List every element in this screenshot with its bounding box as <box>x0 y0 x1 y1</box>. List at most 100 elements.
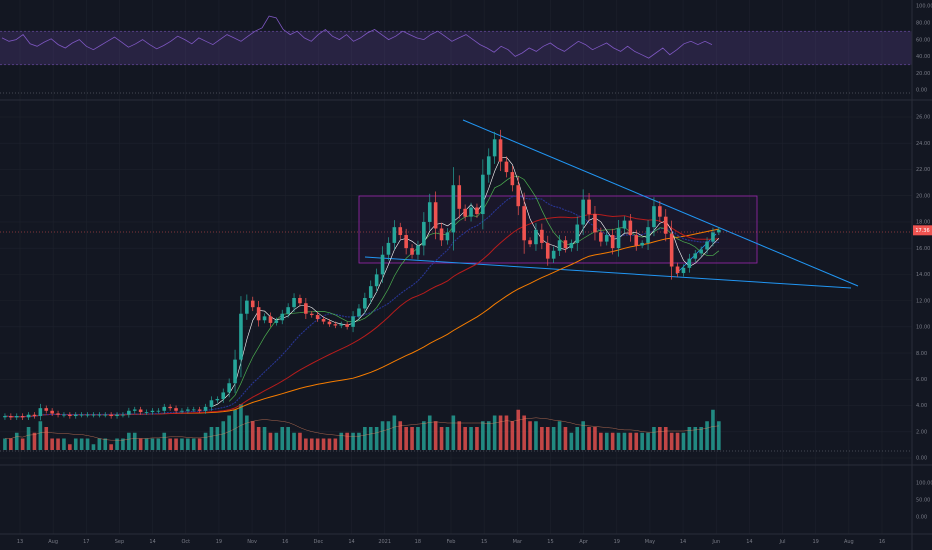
candle-body <box>56 413 60 415</box>
ma-100-line <box>4 213 719 418</box>
candle-body <box>711 232 715 242</box>
volume-bar <box>286 427 290 450</box>
candle-body <box>681 267 686 274</box>
time-axis[interactable]: 13 Aug 17 Sep 14 Oct 19 Nov 16 Dec 14 2021 18 Feb 15 Ma… <box>17 539 885 545</box>
volume-bar <box>711 409 715 450</box>
candle-body <box>563 240 568 249</box>
candle-body <box>551 250 556 259</box>
candle-body <box>14 416 19 418</box>
candle-body <box>26 414 31 418</box>
volume-bar <box>492 415 497 450</box>
candle-body <box>669 233 674 267</box>
candle-body <box>398 227 403 236</box>
candle-body <box>215 398 220 401</box>
candle-body <box>38 408 43 417</box>
volume-bar <box>333 438 338 450</box>
candle-body <box>132 409 137 411</box>
time-tick-label: 2021 <box>378 539 391 545</box>
candle-body <box>475 207 479 215</box>
volume-bar <box>280 427 285 450</box>
price-tick-label: 14.00 <box>916 272 930 278</box>
time-tick-label: Feb <box>447 539 456 545</box>
candle-body <box>162 406 167 411</box>
support-trendline[interactable] <box>364 256 852 289</box>
volume-bar <box>321 438 326 450</box>
candle-body <box>321 318 326 322</box>
candle-body <box>717 229 721 233</box>
candle-body <box>73 414 78 417</box>
last-price-label: 17.36 <box>915 228 929 234</box>
candle-body <box>168 406 172 409</box>
time-tick-label: 17 <box>83 539 89 545</box>
price-tick-label: 12.00 <box>916 298 930 304</box>
candle-body <box>599 232 603 242</box>
volume-bar <box>274 432 279 450</box>
candle-body <box>593 214 597 233</box>
volume-bar <box>345 432 349 450</box>
volume-bar <box>386 421 391 450</box>
candle-body <box>522 206 526 241</box>
candle-body <box>262 316 267 321</box>
time-tick-label: Oct <box>181 539 190 545</box>
descending-trendline[interactable] <box>462 119 859 287</box>
candle-body <box>180 410 184 412</box>
volume-bar <box>127 432 131 450</box>
volume-bar <box>404 427 408 450</box>
volume-bar <box>669 432 674 450</box>
candle-body <box>545 242 550 259</box>
candle-body <box>286 307 290 314</box>
candle-body <box>498 139 503 162</box>
volume-bar <box>681 432 686 450</box>
time-tick-label: 18 <box>415 539 421 545</box>
volume-bar <box>144 438 149 450</box>
time-tick-label: 14 <box>746 539 752 545</box>
volume-bar <box>186 438 190 450</box>
volume-bar <box>227 415 231 450</box>
time-tick-label: 15 <box>481 539 487 545</box>
candle-body <box>191 409 196 411</box>
candle-body <box>516 185 521 207</box>
candle-body <box>587 199 591 215</box>
lower-tick-label: 100.00 <box>916 481 932 487</box>
volume-bar <box>292 432 296 450</box>
volume-bar <box>675 432 680 450</box>
price-tick-label: 18.00 <box>916 220 930 226</box>
volume-bar <box>398 421 403 450</box>
candle-body <box>604 235 609 242</box>
candle-body <box>528 240 532 245</box>
volume-bar <box>38 421 43 450</box>
candle-body <box>416 245 420 255</box>
grid <box>0 0 912 534</box>
candle-body <box>239 313 243 360</box>
time-tick-label: Apr <box>579 539 589 545</box>
time-tick-label: 13 <box>17 539 23 545</box>
candle-body <box>327 321 332 325</box>
time-tick-label: Jun <box>711 539 720 545</box>
candle-body <box>144 412 149 413</box>
volume-bar <box>174 438 178 450</box>
volume-bar <box>56 438 60 450</box>
volume-bar <box>640 432 644 450</box>
candle-body <box>44 408 49 411</box>
volume-bar <box>363 427 367 450</box>
volume-bar <box>50 438 54 450</box>
volume-bar <box>73 438 78 450</box>
rsi-tick-label: 40.00 <box>916 54 930 60</box>
volume-bar <box>121 438 125 450</box>
candle-body <box>404 235 408 249</box>
price-axis[interactable]: 26.00 24.00 22.00 20.00 18.00 16.00 14.00 12.00… <box>916 4 932 521</box>
volume-bar <box>557 421 562 450</box>
price-tick-label: 16.00 <box>916 246 930 252</box>
volume-bar <box>658 427 662 450</box>
candle-body <box>575 224 580 243</box>
candle-body <box>138 409 143 413</box>
volume-bar <box>569 432 574 450</box>
price-tick-label: 24.00 <box>916 141 930 147</box>
time-tick-label: Mar <box>513 539 523 545</box>
candle-body <box>150 410 155 413</box>
volume-bar <box>717 421 721 450</box>
ma-10-line <box>211 156 720 408</box>
time-tick-label: Nov <box>247 539 257 545</box>
candle-body <box>699 249 703 254</box>
